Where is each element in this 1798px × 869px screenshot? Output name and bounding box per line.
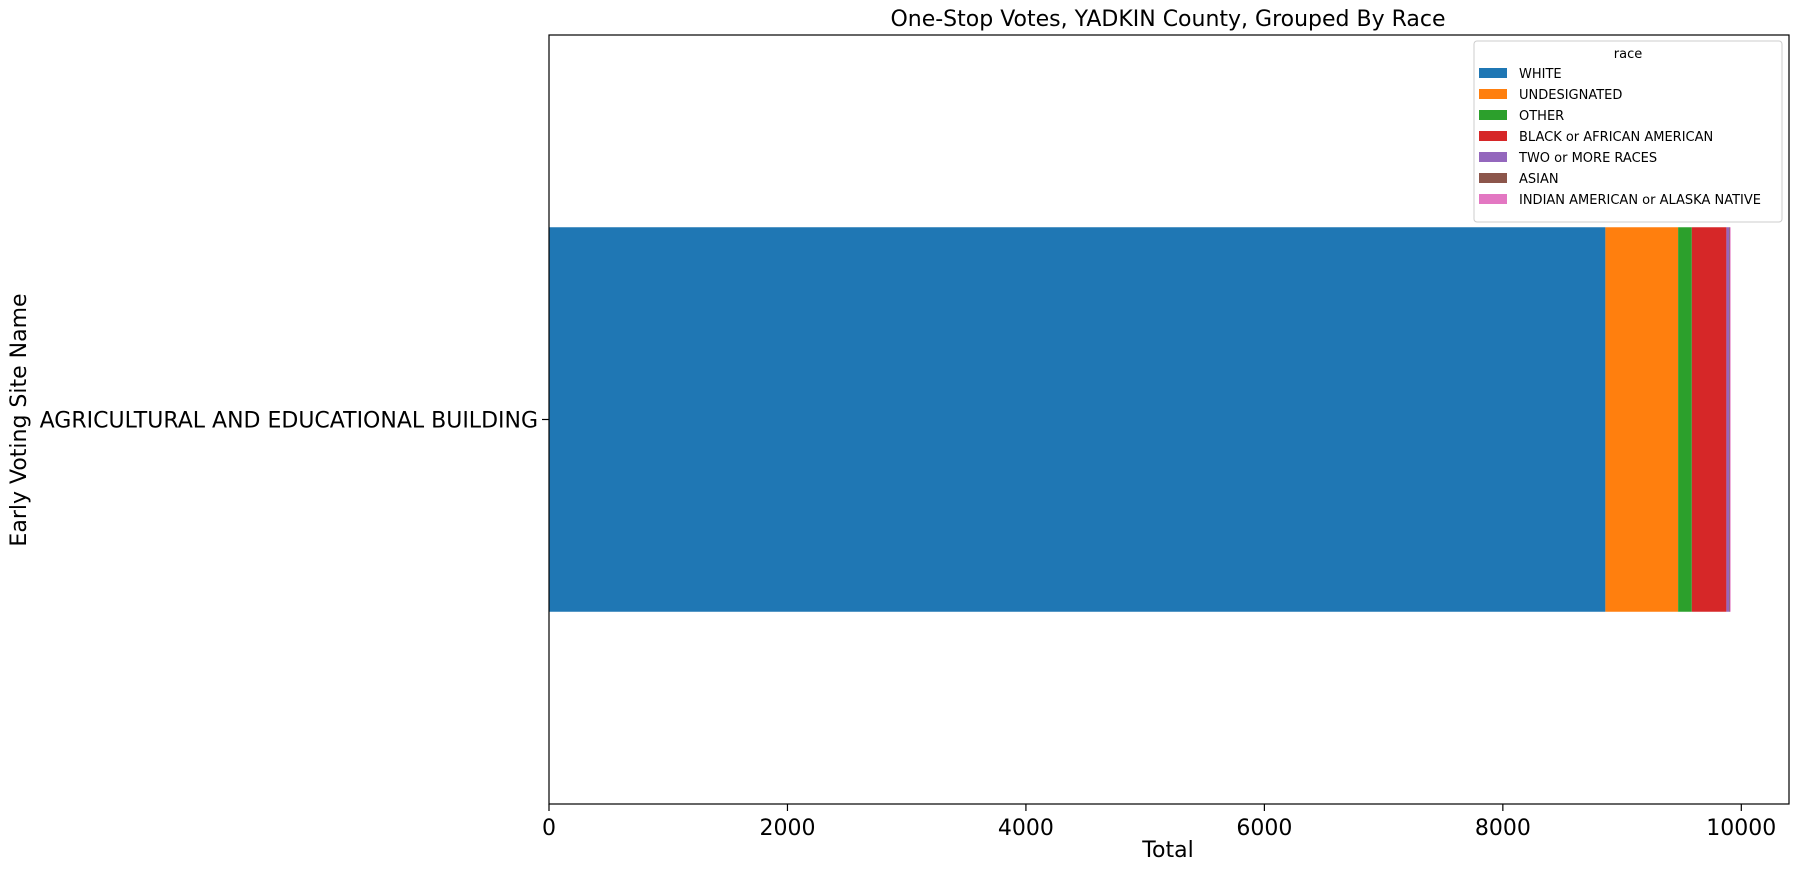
bar-segment-3-0 [1691,227,1727,612]
x-tick-label-2: 4000 [998,816,1054,841]
y-tick-label-0: AGRICULTURAL AND EDUCATIONAL BUILDING [40,409,538,434]
chart-title: One-Stop Votes, YADKIN County, Grouped B… [890,7,1445,32]
legend-swatch-5 [1479,173,1507,183]
bar-segment-5-0 [1729,227,1730,612]
bar-segment-2-0 [1678,227,1692,612]
legend-label-5: ASIAN [1519,172,1559,187]
bar-segment-0-0 [549,227,1606,612]
y-axis-label: Early Voting Site Name [7,293,32,546]
x-tick-label-3: 6000 [1236,816,1292,841]
y-axis-ticks: AGRICULTURAL AND EDUCATIONAL BUILDING [40,409,549,434]
x-axis-label: Total [1141,838,1193,863]
bars-group [549,227,1731,612]
bar-segment-1-0 [1605,227,1679,612]
x-axis-ticks: 0 2000 4000 6000 8000 10000 [542,804,1776,841]
legend-label-0: WHITE [1519,67,1562,82]
legend-label-4: TWO or MORE RACES [1518,151,1657,166]
bar-segment-6-0 [1729,227,1731,612]
x-tick-label-0: 0 [542,816,556,841]
bar-segment-4-0 [1726,227,1730,612]
legend-swatch-2 [1479,110,1507,120]
legend-box [1473,40,1783,223]
legend: race WHITE UNDESIGNATED OTHER BLACK or AFRIC… [1473,40,1783,223]
x-tick-label-5: 10000 [1706,816,1776,841]
x-tick-label-4: 8000 [1475,816,1531,841]
legend-swatch-3 [1479,131,1507,141]
legend-label-2: OTHER [1519,109,1564,124]
x-tick-label-1: 2000 [759,816,815,841]
legend-label-3: BLACK or AFRICAN AMERICAN [1519,130,1713,145]
legend-title: race [1614,47,1642,62]
legend-label-6: INDIAN AMERICAN or ALASKA NATIVE [1519,193,1761,208]
legend-swatch-0 [1479,68,1507,78]
legend-swatch-1 [1479,89,1507,99]
legend-swatch-6 [1479,194,1507,204]
legend-swatch-4 [1479,152,1507,162]
legend-label-1: UNDESIGNATED [1519,88,1622,103]
